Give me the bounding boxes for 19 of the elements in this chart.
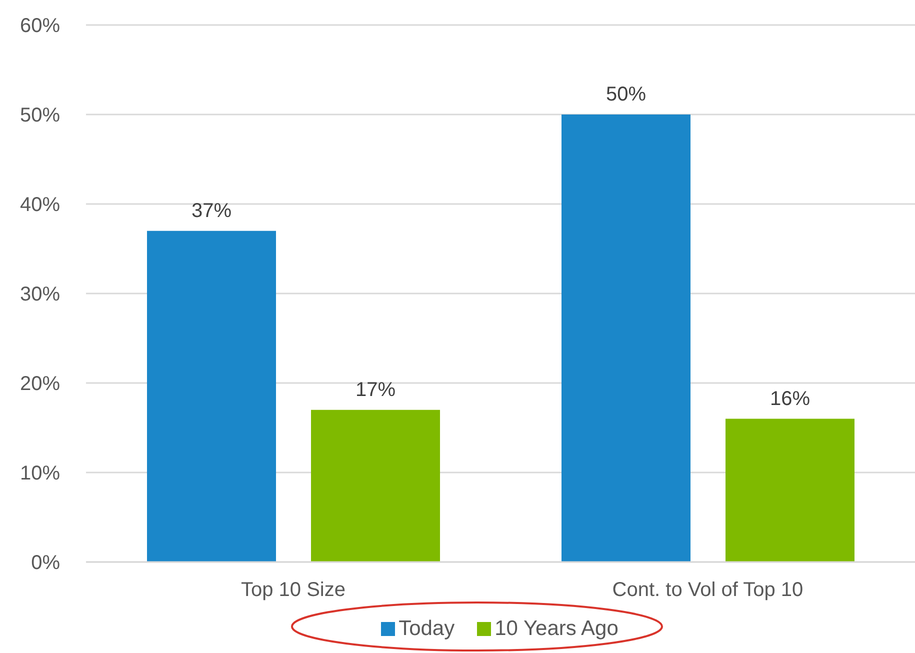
y-tick-label: 50% bbox=[20, 104, 60, 127]
y-tick-label: 20% bbox=[20, 373, 60, 396]
y-tick-label: 30% bbox=[20, 284, 60, 306]
y-tick-label: 40% bbox=[20, 194, 60, 216]
data-label: 17% bbox=[355, 378, 396, 401]
legend-label: Today bbox=[398, 617, 455, 640]
bar bbox=[562, 114, 690, 562]
legend-label: 10 Years Ago bbox=[494, 617, 618, 640]
bar bbox=[147, 230, 276, 562]
y-tick-label: 60% bbox=[20, 15, 60, 38]
bar bbox=[726, 418, 854, 562]
x-tick-label: Top 10 Size bbox=[240, 579, 346, 602]
data-label: 37% bbox=[191, 200, 232, 222]
x-tick-label: Cont. to Vol of Top 10 bbox=[612, 579, 804, 602]
data-label: 50% bbox=[606, 84, 646, 106]
data-label: 16% bbox=[770, 388, 810, 410]
y-tick-label: 10% bbox=[20, 462, 60, 485]
bar bbox=[311, 410, 440, 562]
y-tick-label: 0% bbox=[31, 552, 60, 574]
